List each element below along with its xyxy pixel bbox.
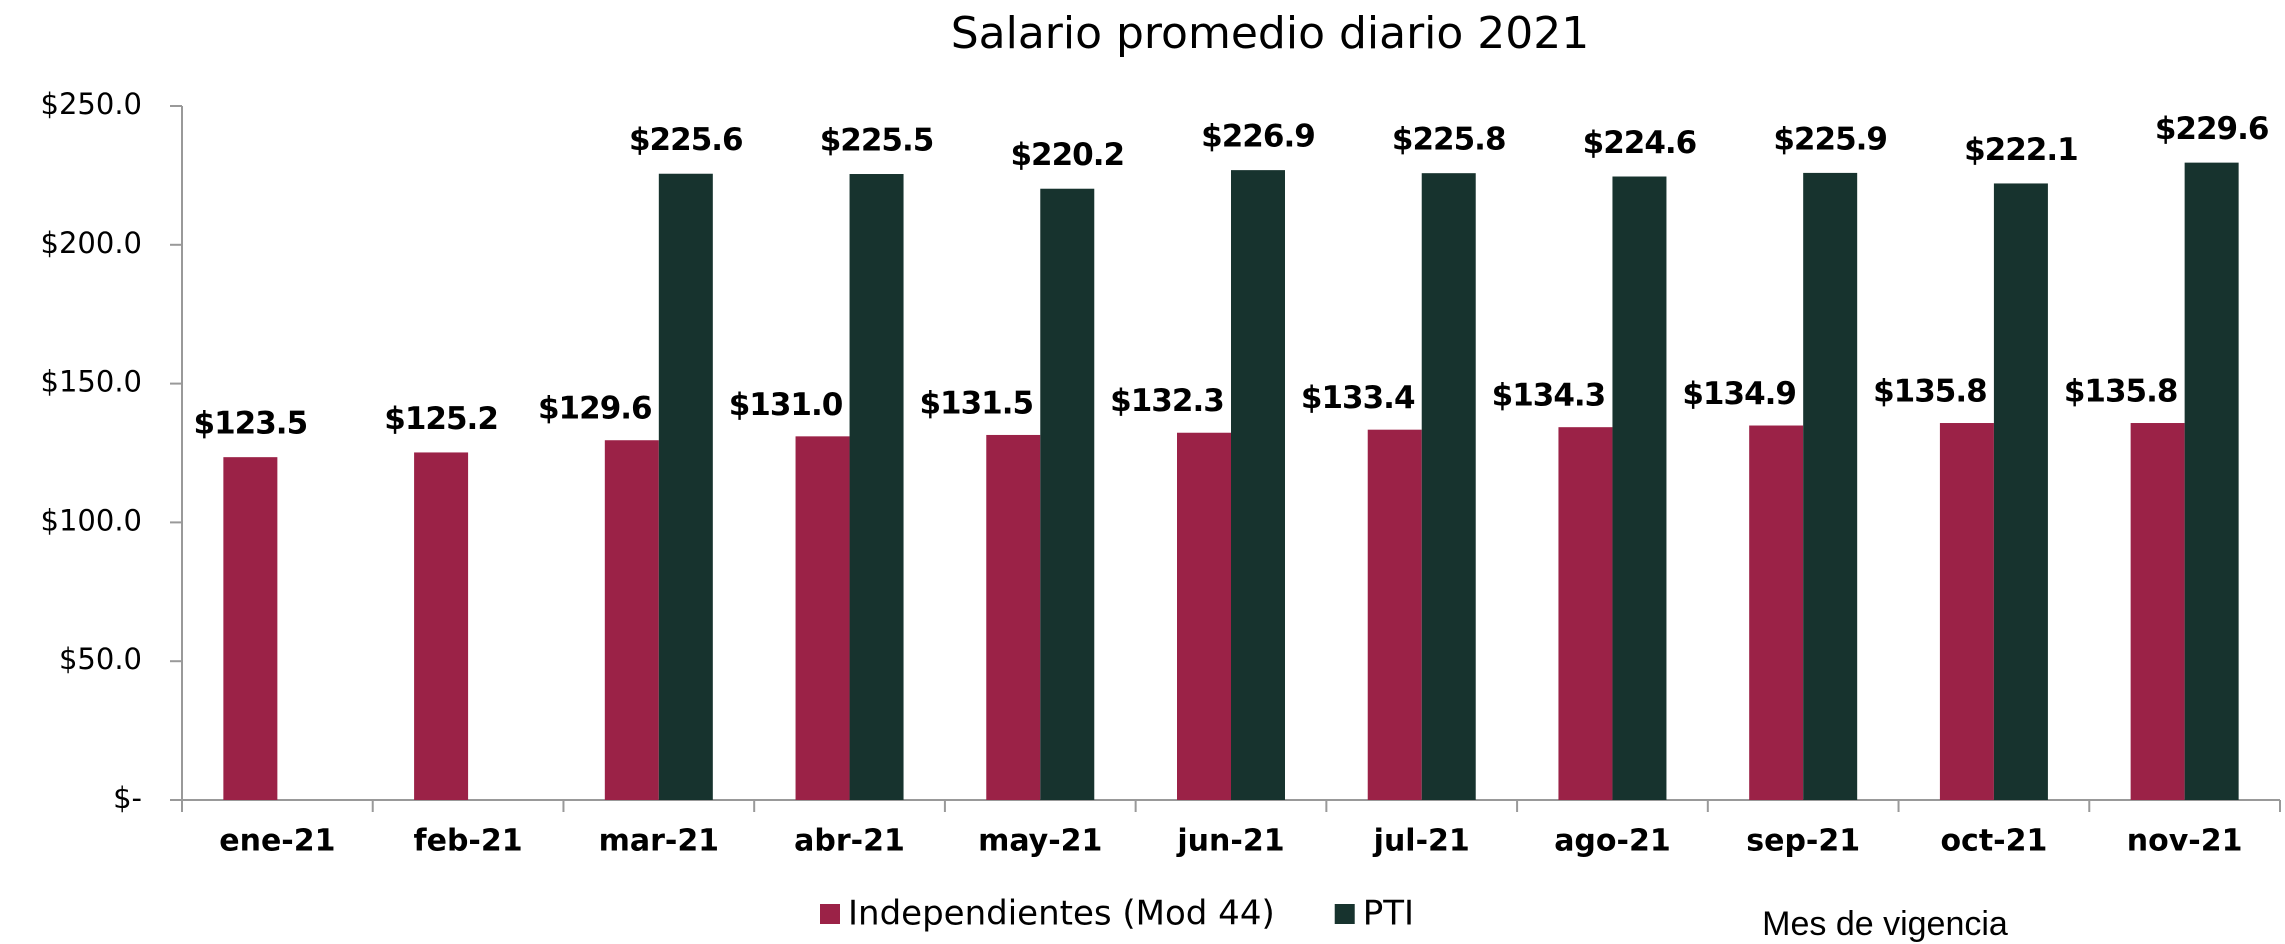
bar — [2130, 423, 2185, 800]
data-label: $125.2 — [384, 401, 498, 437]
x-tick-label: sep-21 — [1746, 824, 1860, 859]
bar — [795, 436, 850, 800]
bar — [1558, 427, 1613, 800]
y-tick-label: $50.0 — [59, 642, 142, 676]
bar — [1040, 188, 1095, 800]
x-tick-label: jul-21 — [1373, 824, 1470, 859]
bar — [849, 174, 904, 801]
bar — [1939, 423, 1994, 800]
bar — [1993, 183, 2048, 801]
data-label: $131.0 — [729, 387, 843, 423]
y-tick-label: $100.0 — [41, 503, 142, 537]
data-label: $129.6 — [538, 391, 652, 427]
x-tick-label: mar-21 — [599, 824, 720, 859]
bar — [223, 457, 278, 800]
legend-swatch — [1334, 904, 1355, 924]
data-label: $132.3 — [1110, 383, 1224, 419]
legend-swatch — [820, 904, 840, 924]
data-label: $229.6 — [2155, 111, 2269, 147]
bar — [1177, 432, 1231, 800]
bar — [1367, 429, 1422, 800]
data-label: $225.9 — [1773, 121, 1887, 157]
data-label: $224.6 — [1583, 125, 1697, 161]
y-tick-label: $250.0 — [41, 87, 142, 121]
data-label: $134.3 — [1492, 378, 1606, 414]
y-tick-label: $150.0 — [41, 365, 142, 399]
data-label: $131.5 — [919, 385, 1033, 421]
data-label: $225.5 — [820, 123, 934, 159]
data-label: $135.8 — [2064, 374, 2178, 410]
bar — [986, 434, 1041, 800]
x-tick-label: feb-21 — [414, 824, 523, 859]
x-tick-label: may-21 — [978, 824, 1102, 859]
bar — [1421, 173, 1476, 800]
data-label: $135.8 — [1873, 374, 1987, 410]
data-label: $220.2 — [1010, 137, 1124, 173]
x-axis-label: Mes de vigencia — [1762, 905, 2008, 943]
data-label: $222.1 — [1964, 132, 2078, 168]
x-tick-label: abr-21 — [794, 824, 905, 859]
data-label: $133.4 — [1301, 380, 1415, 416]
bar — [2184, 162, 2239, 801]
bar — [604, 440, 659, 800]
bar — [1612, 176, 1667, 801]
legend-label: Independientes (Mod 44) — [848, 894, 1275, 934]
chart-title: Salario promedio diario 2021 — [951, 8, 1590, 59]
data-label: $225.6 — [629, 122, 743, 158]
data-label: $123.5 — [194, 406, 308, 442]
legend-label: PTI — [1363, 894, 1414, 934]
x-tick-label: ago-21 — [1554, 824, 1671, 859]
bar — [658, 173, 713, 801]
data-label: $226.9 — [1201, 119, 1315, 155]
y-tick-label: $- — [113, 781, 142, 815]
data-label: $225.8 — [1392, 122, 1506, 158]
x-tick-label: nov-21 — [2127, 824, 2243, 859]
bar — [1231, 170, 1285, 800]
x-tick-label: oct-21 — [1940, 824, 2047, 859]
x-tick-label: ene-21 — [219, 824, 335, 859]
bar — [1803, 172, 1858, 800]
bar — [414, 452, 469, 800]
data-label: $134.9 — [1682, 376, 1796, 412]
y-tick-label: $200.0 — [41, 226, 142, 260]
bar — [1749, 425, 1804, 800]
x-tick-label: jun-21 — [1176, 824, 1284, 859]
